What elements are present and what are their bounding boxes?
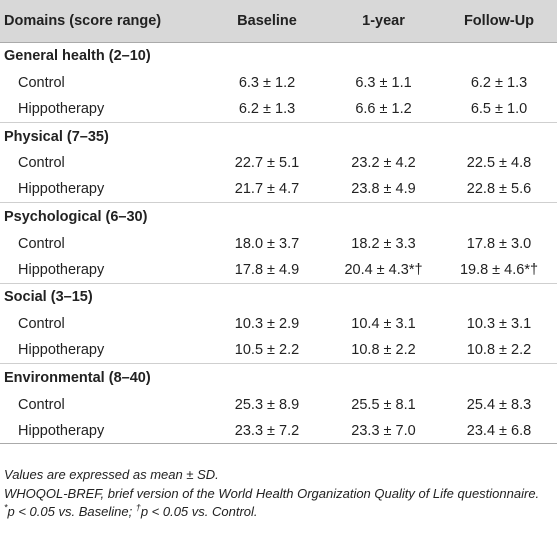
followup-value: 19.8 ± 4.6*† [459,261,539,278]
footnote-significance-baseline: p < 0.05 vs. Baseline; [7,504,136,519]
section-row-psychological: Psychological (6–30) [0,202,557,231]
table-row: Control 6.3 ± 1.2 6.3 ± 1.1 6.2 ± 1.3 [0,70,557,96]
baseline-value: 17.8 ± 4.9 [234,261,300,278]
followup-value: 10.8 ± 2.2 [466,342,532,359]
footnote-values: Values are expressed as mean ± SD. [4,467,219,482]
followup-value: 17.8 ± 3.0 [466,235,532,252]
table-footnotes: Values are expressed as mean ± SD. WHOQO… [4,466,552,522]
header-followup: Follow-Up [441,0,557,43]
followup-value: 25.4 ± 8.3 [466,396,532,413]
year1-value: 23.2 ± 4.2 [351,155,416,172]
year1-value: 6.3 ± 1.1 [355,75,412,92]
table-body: General health (2–10) Control 6.3 ± 1.2 … [0,42,557,445]
section-row-social: Social (3–15) [0,282,557,312]
followup-value: 22.5 ± 4.8 [466,155,532,172]
footnote-significance: *p < 0.05 vs. Baseline; †p < 0.05 vs. Co… [4,503,552,522]
section-title: Psychological (6–30) [0,202,557,231]
header-1year: 1-year [326,0,441,43]
table-row: Hippotherapy 17.8 ± 4.9 20.4 ± 4.3*† 19.… [0,257,557,283]
baseline-value: 22.7 ± 5.1 [234,155,300,172]
table-row: Control 10.3 ± 2.9 10.4 ± 3.1 10.3 ± 3.1 [0,311,557,337]
section-title: General health (2–10) [4,48,151,65]
year1-value: 20.4 ± 4.3*† [344,261,423,278]
group-label: Hippotherapy [18,261,105,278]
header-row: Domains (score range) Baseline 1-year Fo… [0,0,557,43]
group-label: Control [18,396,65,413]
followup-value: 6.5 ± 1.0 [470,101,528,118]
section-row-general-health: General health (2–10) [0,42,557,70]
group-label: Hippotherapy [18,342,105,359]
section-row-physical: Physical (7–35) [0,121,557,151]
baseline-value: 6.3 ± 1.2 [238,75,296,92]
baseline-value: 21.7 ± 4.7 [234,181,300,198]
table-row: Control 25.3 ± 8.9 25.5 ± 8.1 25.4 ± 8.3 [0,392,557,418]
baseline-value: 23.3 ± 7.2 [208,417,326,445]
year1-value: 6.6 ± 1.2 [355,101,412,118]
table-row: Control 22.7 ± 5.1 23.2 ± 4.2 22.5 ± 4.8 [0,150,557,176]
year1-value: 23.8 ± 4.9 [351,181,416,198]
footnote-significance-control: p < 0.05 vs. Control. [140,504,258,519]
table-row: Hippotherapy 10.5 ± 2.2 10.8 ± 2.2 10.8 … [0,337,557,363]
table-row: Hippotherapy 23.3 ± 7.2 23.3 ± 7.0 23.4 … [0,417,557,445]
followup-value: 6.2 ± 1.3 [470,75,528,92]
year1-value: 18.2 ± 3.3 [351,235,416,252]
year1-value: 23.3 ± 7.0 [326,417,441,445]
group-label: Control [18,316,65,333]
footnote-symbol-dagger: † [135,502,141,513]
followup-value: 22.8 ± 5.6 [466,181,532,198]
table-header: Domains (score range) Baseline 1-year Fo… [0,0,557,43]
baseline-value: 10.3 ± 2.9 [234,316,300,333]
table-row: Hippotherapy 6.2 ± 1.3 6.6 ± 1.2 6.5 ± 1… [0,96,557,122]
section-row-environmental: Environmental (8–40) [0,363,557,392]
footnote-symbol-asterisk: * [4,502,8,513]
group-label: Control [18,75,65,92]
baseline-value: 25.3 ± 8.9 [234,396,300,413]
year1-value: 10.4 ± 3.1 [351,316,416,333]
section-title: Social (3–15) [0,282,557,312]
baseline-value: 6.2 ± 1.3 [238,101,296,118]
section-title: Physical (7–35) [0,121,557,151]
baseline-value: 10.5 ± 2.2 [234,342,300,359]
group-label: Control [18,235,65,252]
whoqol-results-table: Domains (score range) Baseline 1-year Fo… [0,0,557,445]
results-table-container: Domains (score range) Baseline 1-year Fo… [0,0,557,445]
year1-value: 25.5 ± 8.1 [351,396,416,413]
group-label: Hippotherapy [18,181,105,198]
section-title: Environmental (8–40) [0,363,557,392]
group-label: Hippotherapy [18,101,105,118]
header-domains: Domains (score range) [0,0,208,43]
group-label: Control [18,155,65,172]
followup-value: 10.3 ± 3.1 [466,316,532,333]
table-row: Hippotherapy 21.7 ± 4.7 23.8 ± 4.9 22.8 … [0,177,557,203]
year1-value: 10.8 ± 2.2 [351,342,416,359]
group-label: Hippotherapy [0,417,208,445]
baseline-value: 18.0 ± 3.7 [234,235,300,252]
followup-value: 23.4 ± 6.8 [441,417,557,445]
table-row: Control 18.0 ± 3.7 18.2 ± 3.3 17.8 ± 3.0 [0,231,557,257]
footnote-abbreviation: WHOQOL-BREF, brief version of the World … [4,485,540,501]
header-baseline: Baseline [208,0,326,43]
